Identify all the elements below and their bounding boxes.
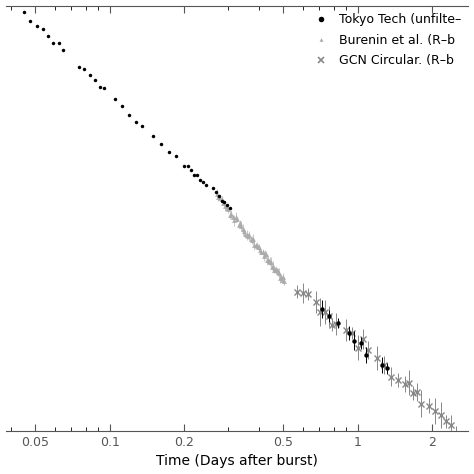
Legend: Tokyo Tech (unfilte–, Burenin et al. (R–b, GCN Circular. (R–b: Tokyo Tech (unfilte–, Burenin et al. (R–… [304, 8, 466, 72]
X-axis label: Time (Days after burst): Time (Days after burst) [156, 455, 318, 468]
